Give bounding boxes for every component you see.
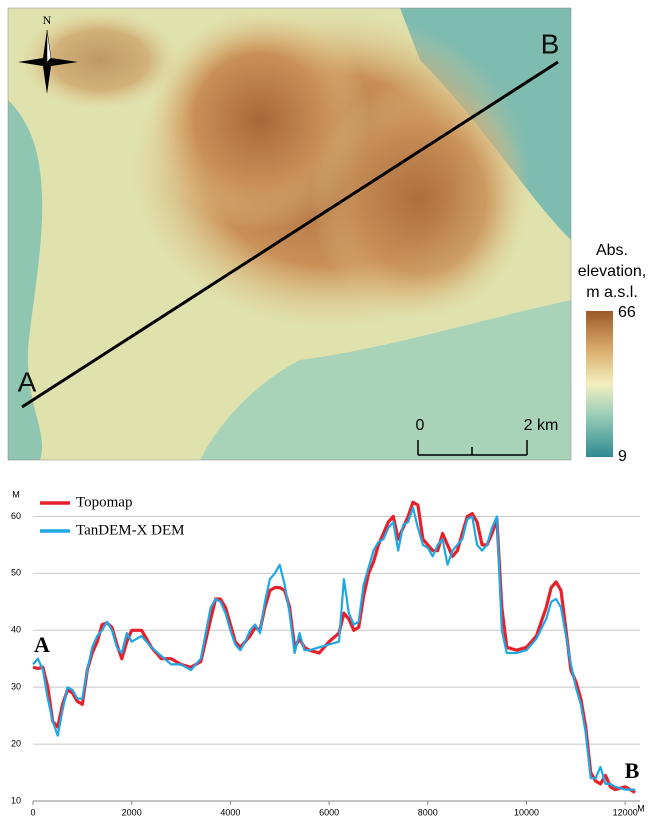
map [8, 8, 571, 460]
x-tick-label: 2000 [122, 807, 142, 817]
point-a-label: A [18, 366, 37, 397]
legend-min: 9 [618, 448, 627, 465]
scale-label: 0 [416, 417, 425, 434]
series-line [33, 508, 635, 790]
y-tick-label: 40 [11, 625, 21, 635]
scale-label: 2 km [524, 417, 559, 434]
x-tick-label: 12000 [613, 807, 638, 817]
profile-chart: 10 20 30 40 50 60 M 0 2000 4000 6000 8000 10000 12000… [11, 489, 645, 817]
x-axis-label: M [637, 803, 645, 813]
legend-max: 66 [618, 304, 636, 321]
y-tick-label: 20 [11, 738, 21, 748]
y-tick-label: 50 [11, 568, 21, 578]
legend-label: TanDEM-X DEM [76, 522, 185, 538]
figure: N A B 0 2 km Abs. elevation, m a.s.l. 66… [0, 0, 649, 818]
x-tick-label: 6000 [319, 807, 339, 817]
x-tick-label: 0 [30, 807, 35, 817]
x-tick-label: 4000 [220, 807, 240, 817]
legend-title: m a.s.l. [586, 284, 638, 301]
x-tick-label: 10000 [514, 807, 539, 817]
color-bar [586, 311, 613, 457]
legend-title: Abs. [596, 242, 628, 259]
y-axis-label: M [12, 489, 20, 499]
annotation: B [625, 758, 640, 783]
point-b-label: B [541, 28, 560, 59]
legend-title: elevation, [578, 263, 647, 280]
north-label: N [43, 13, 52, 27]
y-tick-label: 60 [11, 511, 21, 521]
annotation: A [34, 632, 50, 657]
y-tick-label: 30 [11, 682, 21, 692]
x-tick-label: 8000 [418, 807, 438, 817]
legend-label: Topomap [76, 494, 132, 510]
y-tick-label: 10 [11, 795, 21, 805]
